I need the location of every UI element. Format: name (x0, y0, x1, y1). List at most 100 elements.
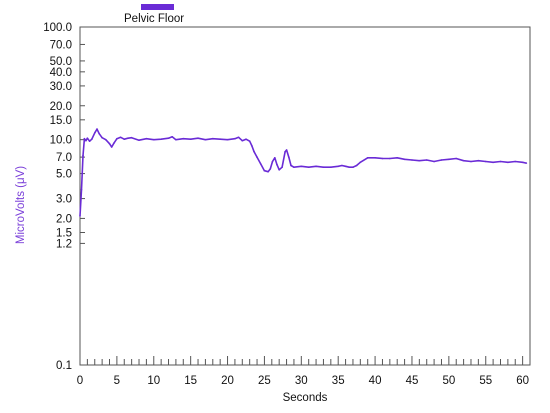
data-point (82, 154, 84, 157)
y-axis-title: MicroVolts (μV) (15, 166, 27, 244)
data-point (470, 160, 472, 163)
data-point (514, 160, 516, 163)
data-point (293, 166, 295, 168)
x-axis-title: Seconds (283, 392, 328, 404)
data-point (330, 166, 332, 168)
data-point (130, 136, 133, 139)
data-point (462, 159, 465, 162)
data-point (94, 132, 96, 134)
data-point (389, 157, 391, 160)
data-point (263, 169, 266, 172)
y-tick-label: 70.0 (50, 39, 72, 51)
x-tick-label: 15 (184, 375, 197, 387)
x-tick-label: 5 (114, 375, 120, 387)
y-tick-label: 10.0 (50, 135, 72, 147)
data-point (98, 132, 100, 135)
data-point (171, 136, 173, 138)
data-point (245, 138, 247, 140)
data-point (127, 137, 129, 139)
data-point (167, 137, 170, 139)
data-point (226, 138, 229, 141)
x-tick-label: 50 (442, 375, 455, 387)
x-tick-label: 0 (77, 375, 83, 387)
data-point (123, 138, 126, 140)
data-point (278, 169, 281, 171)
data-point (492, 161, 494, 164)
data-point (281, 166, 283, 168)
data-point (160, 138, 162, 140)
data-point (411, 159, 413, 161)
data-point (425, 159, 428, 161)
data-point (116, 137, 118, 140)
data-point (269, 168, 272, 170)
data-point (521, 161, 524, 164)
y-tick-label: 5.0 (56, 169, 72, 181)
legend-swatch (141, 4, 174, 10)
data-point (288, 156, 290, 158)
x-tick-label: 45 (406, 375, 419, 387)
data-point (219, 138, 221, 140)
y-tick-label: 3.0 (56, 194, 72, 206)
data-point (440, 159, 443, 161)
x-tick-label: 30 (295, 375, 308, 387)
data-point (105, 138, 107, 141)
x-tick-label: 10 (147, 375, 160, 387)
y-tick-label: 15.0 (50, 115, 72, 127)
data-point (253, 151, 255, 153)
y-tick-label: 40.0 (50, 67, 72, 79)
data-point (259, 163, 262, 165)
series-layer (79, 128, 528, 217)
data-point (119, 136, 122, 139)
data-point (403, 158, 406, 161)
data-point (251, 145, 253, 147)
data-point (267, 170, 269, 173)
series-line-pelvic-floor (79, 128, 527, 217)
data-point (237, 136, 240, 139)
data-point (80, 188, 83, 191)
data-point (418, 159, 421, 162)
data-point (290, 164, 292, 167)
x-tick-label: 25 (258, 375, 271, 387)
data-point (322, 166, 325, 168)
data-point (79, 215, 81, 217)
y-tick-label: 100.0 (43, 22, 72, 34)
data-point (352, 166, 354, 168)
y-tick-label: 20.0 (50, 101, 72, 113)
data-point (113, 142, 115, 144)
data-point (108, 142, 111, 145)
data-point (101, 136, 103, 139)
data-point (85, 139, 87, 142)
plot-area (79, 26, 531, 366)
data-point (110, 146, 113, 148)
data-point (499, 160, 502, 163)
data-point (197, 137, 199, 139)
data-point (285, 149, 288, 151)
data-point (241, 139, 244, 142)
x-tick-label: 55 (479, 375, 492, 387)
data-point (145, 137, 148, 140)
data-point (276, 163, 278, 166)
data-point (234, 137, 236, 140)
data-point (256, 156, 258, 158)
data-point (484, 160, 487, 163)
legend-label: Pelvic Floor (124, 13, 184, 25)
data-point (212, 137, 214, 140)
data-point (433, 160, 435, 163)
data-point (307, 166, 310, 168)
data-point (83, 137, 86, 140)
x-tick-label: 35 (332, 375, 345, 387)
data-point (248, 140, 251, 142)
y-tick-label: 7.0 (56, 152, 72, 164)
data-point (88, 140, 91, 142)
y-tick-label: 0.1 (56, 360, 72, 372)
data-point (381, 157, 384, 160)
y-tick-label: 1.5 (56, 227, 72, 239)
data-point (96, 128, 98, 130)
data-point (525, 162, 528, 164)
data-point (153, 138, 155, 141)
data-point (189, 138, 192, 140)
data-point (341, 164, 343, 167)
data-point (477, 159, 480, 162)
data-point (366, 157, 369, 159)
